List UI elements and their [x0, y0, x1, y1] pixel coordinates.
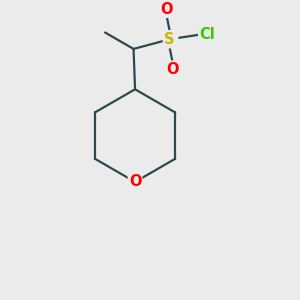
Text: O: O: [129, 174, 141, 189]
Text: O: O: [160, 2, 173, 17]
Text: Cl: Cl: [199, 27, 215, 42]
Text: O: O: [167, 62, 179, 77]
Text: S: S: [164, 32, 175, 47]
